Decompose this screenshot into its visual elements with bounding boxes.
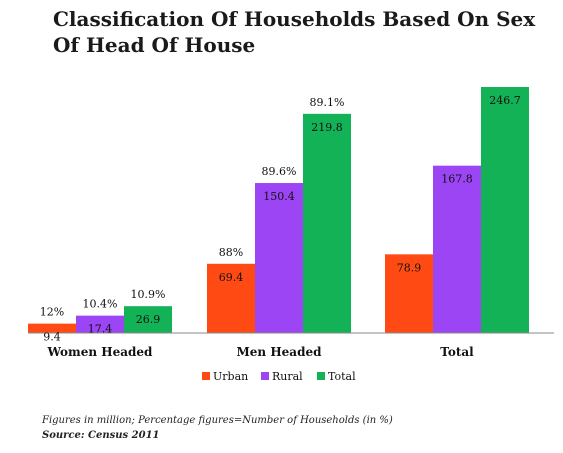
percent-label-men-headed-urban: 88% xyxy=(219,246,243,259)
legend-label-urban: Urban xyxy=(213,370,248,383)
legend-label-rural: Rural xyxy=(272,370,303,383)
percent-label-women-headed-rural: 10.4% xyxy=(83,298,118,311)
legend-swatch-total xyxy=(317,372,325,380)
value-label-total-rural: 167.8 xyxy=(441,173,473,186)
value-label-men-headed-rural: 150.4 xyxy=(263,190,295,203)
labels-layer: 9.4 12% 17.4 10.4% 26.9 10.9% Women Headed 69.4… xyxy=(40,94,521,359)
bar-women-headed-rural xyxy=(76,315,124,333)
bars-layer xyxy=(28,87,529,333)
bar-women-headed-total xyxy=(124,306,172,333)
bar-total-rural xyxy=(433,165,481,333)
legend: Urban Rural Total xyxy=(202,370,356,383)
legend-swatch-urban xyxy=(202,372,210,380)
bar-total-total xyxy=(481,87,529,333)
bar-men-headed-total xyxy=(303,113,351,333)
category-label-total: Total xyxy=(440,345,474,359)
source-note: Source: Census 2011 xyxy=(42,430,160,441)
value-label-women-headed-rural: 17.4 xyxy=(88,323,113,336)
category-label-men-headed: Men Headed xyxy=(237,345,323,359)
percent-label-women-headed-total: 10.9% xyxy=(131,288,166,301)
footnote: Figures in million; Percentage figures=N… xyxy=(42,415,393,426)
bar-men-headed-rural xyxy=(255,183,303,333)
value-label-women-headed-urban: 9.4 xyxy=(43,331,61,344)
percent-label-women-headed-urban: 12% xyxy=(40,306,64,319)
value-label-total-urban: 78.9 xyxy=(397,261,422,274)
value-label-men-headed-total: 219.8 xyxy=(311,121,343,134)
legend-swatch-rural xyxy=(261,372,269,380)
bar-total-urban xyxy=(385,254,433,333)
value-label-total-total: 246.7 xyxy=(489,94,521,107)
percent-label-men-headed-total: 89.1% xyxy=(310,96,345,109)
legend-label-total: Total xyxy=(328,370,356,383)
bar-women-headed-urban xyxy=(28,323,76,333)
percent-label-men-headed-rural: 89.6% xyxy=(262,165,297,178)
bar-men-headed-urban xyxy=(207,263,255,333)
value-label-women-headed-total: 26.9 xyxy=(136,313,161,326)
value-label-men-headed-urban: 69.4 xyxy=(219,271,244,284)
chart-title: Classification Of Households Based On Se… xyxy=(53,7,536,57)
category-label-women-headed: Women Headed xyxy=(47,345,154,359)
